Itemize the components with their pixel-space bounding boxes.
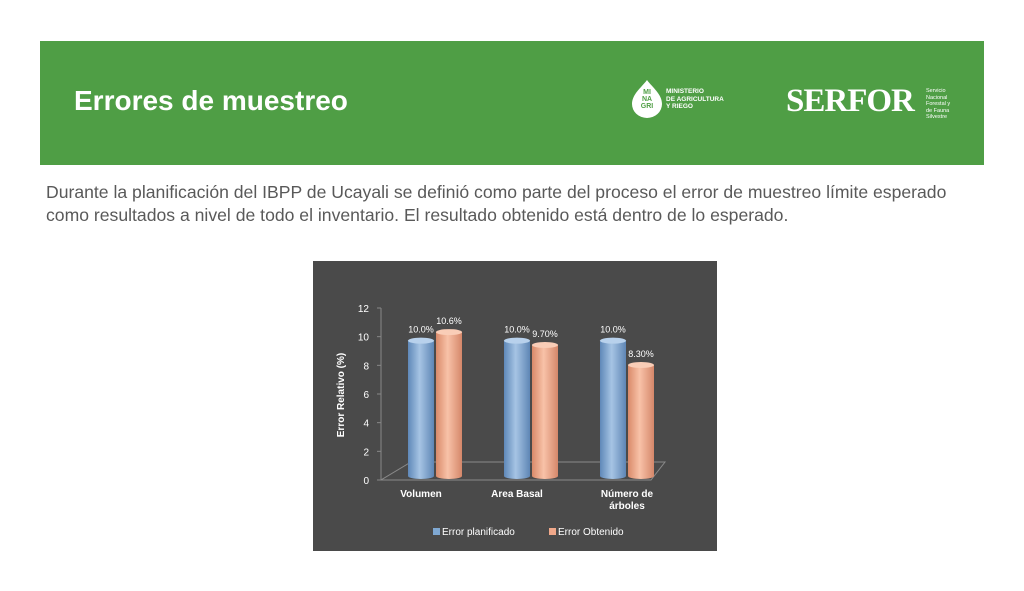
- header-banner: Errores de muestreo MI NA GRI MINISTERIO…: [40, 41, 984, 165]
- bar-planificado: [504, 340, 530, 476]
- x-tick-label: Volumen: [400, 489, 441, 500]
- y-axis-title: Error Relativo (%): [336, 353, 347, 437]
- x-tick-label: Area Basal: [491, 489, 543, 500]
- bar-obtenido: [628, 365, 654, 476]
- legend-label: Error planificado: [442, 527, 515, 538]
- minagri-logo-text: MI NA GRI: [640, 89, 654, 110]
- data-label: 9.70%: [532, 329, 558, 339]
- bar-top: [504, 337, 530, 344]
- bar-base: [532, 473, 558, 479]
- drop-icon: [632, 80, 662, 118]
- y-tick-label: 12: [358, 304, 370, 315]
- bar-obtenido: [436, 332, 462, 476]
- description-paragraph: Durante la planificación del IBPP de Uca…: [46, 182, 947, 225]
- x-tick-label: Número de: [601, 489, 654, 500]
- bar-top: [628, 362, 654, 369]
- y-tick-label: 10: [358, 333, 370, 344]
- minagri-logo: MI NA GRI MINISTERIO DE AGRICULTURA Y RI…: [629, 79, 739, 119]
- bar-obtenido: [532, 344, 558, 476]
- bar-base: [408, 473, 434, 479]
- bar-base: [436, 473, 462, 479]
- serfor-subtitle: Servicio Nacional Forestal y de Fauna Si…: [926, 88, 951, 120]
- y-tick-label: 0: [363, 476, 369, 487]
- bar-top: [408, 337, 434, 344]
- y-tick-label: 8: [363, 361, 369, 372]
- serfor-logo: SERFOR: [786, 83, 915, 119]
- x-tick-label-line2: árboles: [609, 501, 645, 512]
- data-label: 10.0%: [504, 325, 530, 335]
- y-tick-label: 4: [363, 419, 369, 430]
- bar-top: [600, 337, 626, 344]
- data-label: 8.30%: [628, 349, 654, 359]
- bar-planificado: [408, 340, 434, 476]
- y-tick-label: 2: [363, 447, 369, 458]
- ministry-label: MINISTERIO DE AGRICULTURA Y RIEGO: [666, 88, 724, 110]
- page-title: Errores de muestreo: [74, 85, 348, 116]
- bar-top: [436, 329, 462, 336]
- data-label: 10.6%: [436, 316, 462, 326]
- data-label: 10.0%: [408, 325, 434, 335]
- error-chart: 0 2 4 6 8 10 12 Error Relativo (%) 10.0% 10.6% Vol…: [313, 261, 717, 551]
- bar-planificado: [600, 340, 626, 476]
- bar-base: [600, 473, 626, 479]
- bar-base: [504, 473, 530, 479]
- y-tick-label: 6: [363, 390, 369, 401]
- legend-swatch: [433, 528, 440, 535]
- legend-label: Error Obtenido: [558, 527, 624, 538]
- bar-base: [628, 473, 654, 479]
- data-label: 10.0%: [600, 325, 626, 335]
- legend-swatch: [549, 528, 556, 535]
- bar-top: [532, 341, 558, 348]
- chart-floor: [379, 461, 667, 481]
